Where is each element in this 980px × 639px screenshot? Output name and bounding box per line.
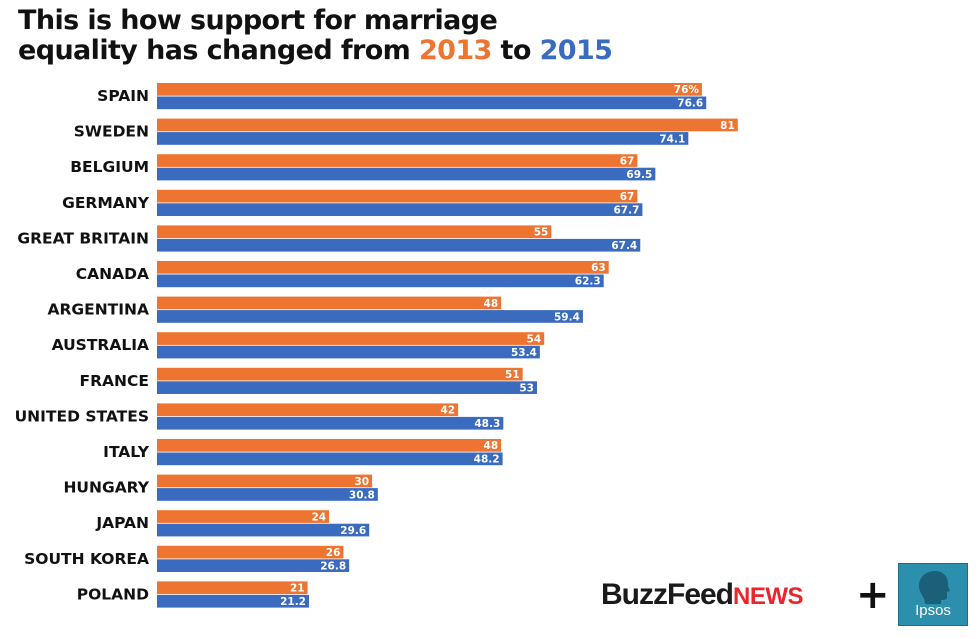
- value-label-2015: 48.2: [474, 454, 500, 466]
- bar-2015-canada: [157, 274, 604, 288]
- category-label: FRANCE: [80, 372, 149, 390]
- bar-2015-hungary: [157, 488, 378, 501]
- value-label-2013: 24: [311, 511, 326, 523]
- plus-sign: +: [856, 572, 890, 618]
- bar-2015-south-korea: [157, 559, 350, 572]
- title-year-2013: 2013: [419, 35, 492, 66]
- ipsos-logo: Ipsos: [898, 563, 968, 626]
- value-label-2013: 54: [527, 333, 542, 345]
- bar-2013-united-states: [157, 403, 459, 417]
- bar-2015-belgium: [157, 167, 656, 181]
- category-label: ARGENTINA: [47, 301, 149, 319]
- category-label: HUNGARY: [63, 479, 149, 497]
- title-line-1: This is how support for marriage: [18, 5, 498, 36]
- bar-2013-italy: [157, 439, 502, 452]
- bar-2015-australia: [157, 345, 540, 359]
- value-label-2015: 62.3: [575, 276, 601, 288]
- value-label-2015: 53.4: [511, 347, 537, 359]
- title-line-2-prefix: equality has changed from: [18, 35, 419, 66]
- value-label-2013: 55: [534, 227, 549, 239]
- bar-2013-hungary: [157, 474, 373, 488]
- bar-2015-great-britain: [157, 238, 641, 252]
- bar-2015-united-states: [157, 416, 504, 430]
- category-label: AUSTRALIA: [52, 336, 149, 354]
- bar-2013-great-britain: [157, 225, 552, 239]
- value-label-2013: 51: [505, 369, 520, 381]
- category-label: SPAIN: [97, 87, 149, 105]
- value-label-2013: 81: [720, 120, 735, 132]
- bar-2013-belgium: [157, 154, 638, 167]
- bar-2013-france: [157, 367, 523, 381]
- bar-2015-japan: [157, 523, 370, 537]
- value-label-2015: 21.2: [280, 596, 306, 608]
- value-label-2015: 26.8: [320, 561, 346, 573]
- value-label-2013: 26: [326, 547, 341, 559]
- bar-2013-argentina: [157, 296, 502, 310]
- value-label-2015: 59.4: [554, 311, 580, 323]
- value-label-2013: 48: [484, 298, 499, 310]
- category-label: SOUTH KOREA: [24, 550, 149, 568]
- value-label-2015: 30.8: [349, 489, 375, 501]
- value-label-2013: 67: [620, 155, 635, 167]
- category-label: JAPAN: [95, 514, 149, 532]
- bar-2013-japan: [157, 510, 330, 523]
- category-label: UNITED STATES: [15, 407, 149, 425]
- value-label-2013: 30: [354, 476, 369, 488]
- ipsos-label: Ipsos: [915, 602, 951, 619]
- ipsos-head-icon: [919, 571, 950, 604]
- value-label-2015: 74.1: [659, 133, 685, 145]
- value-label-2015: 69.5: [626, 169, 652, 181]
- value-label-2013: 67: [620, 191, 635, 203]
- chart-title: This is how support for marriage equalit…: [18, 5, 613, 66]
- value-label-2015: 76.6: [677, 98, 703, 110]
- bar-2013-australia: [157, 332, 545, 345]
- category-label: GREAT BRITAIN: [17, 229, 149, 247]
- value-label-2015: 67.4: [611, 240, 637, 252]
- category-label: ITALY: [103, 443, 150, 461]
- category-label: POLAND: [77, 585, 149, 603]
- buzzfeed-news-logo: BuzzFeedNEWS: [601, 578, 804, 612]
- title-joiner: to: [491, 35, 540, 66]
- category-label: SWEDEN: [74, 123, 149, 141]
- bar-2013-sweden: [157, 118, 738, 132]
- bar-2013-spain: [157, 83, 702, 96]
- value-label-2013: 76%: [674, 84, 700, 96]
- value-label-2013: 63: [591, 262, 606, 274]
- value-label-2013: 21: [290, 583, 305, 595]
- category-label: CANADA: [76, 265, 149, 283]
- category-label: BELGIUM: [70, 158, 149, 176]
- bar-2015-argentina: [157, 310, 583, 323]
- value-label-2015: 67.7: [613, 205, 639, 217]
- brand-news: NEWS: [733, 583, 804, 610]
- bar-2013-poland: [157, 581, 308, 595]
- bar-2013-south-korea: [157, 545, 344, 559]
- bar-2015-germany: [157, 203, 643, 216]
- value-label-2015: 53: [519, 383, 534, 395]
- bar-2015-spain: [157, 96, 707, 110]
- value-label-2015: 29.6: [340, 525, 366, 537]
- bar-2015-france: [157, 381, 538, 394]
- value-label-2013: 48: [484, 440, 499, 452]
- bar-2015-poland: [157, 594, 310, 608]
- brand-main: BuzzFeed: [601, 578, 734, 611]
- value-label-2015: 48.3: [474, 418, 500, 430]
- bar-2013-canada: [157, 261, 609, 274]
- category-label: GERMANY: [62, 194, 150, 212]
- bar-2015-italy: [157, 452, 503, 466]
- bar-2015-sweden: [157, 132, 689, 145]
- value-label-2013: 42: [441, 405, 456, 417]
- bar-2013-germany: [157, 189, 638, 203]
- title-year-2015: 2015: [539, 35, 613, 66]
